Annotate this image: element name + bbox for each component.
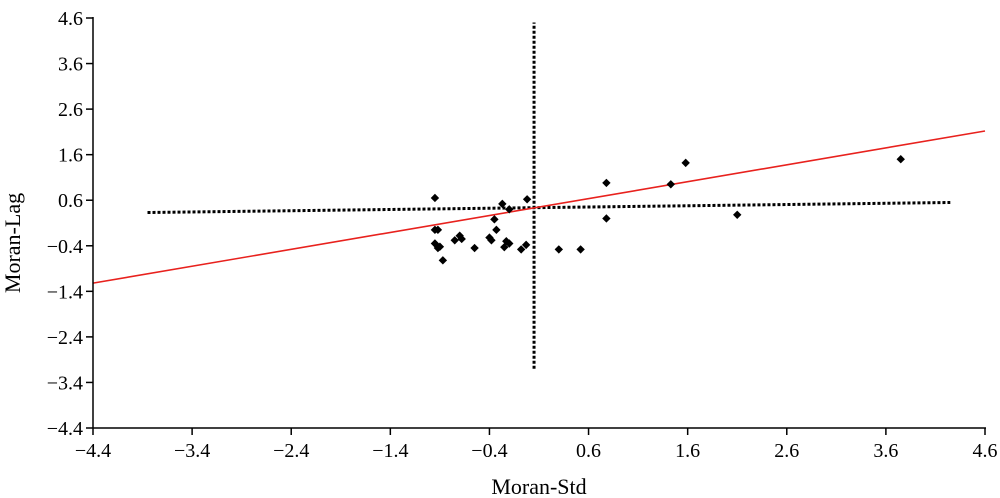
x-tick-label: 1.6 xyxy=(675,440,700,462)
regression-line xyxy=(92,130,986,284)
y-tick-label: −2.4 xyxy=(47,327,83,349)
data-point xyxy=(602,214,611,223)
y-tick-label: −3.4 xyxy=(47,372,83,394)
data-point xyxy=(490,215,499,224)
data-point xyxy=(681,158,690,168)
data-point xyxy=(733,210,742,219)
x-tick-label: −0.4 xyxy=(471,440,507,462)
reference-lines xyxy=(147,22,951,369)
data-point xyxy=(430,239,440,248)
data-point xyxy=(430,193,440,203)
data-point xyxy=(602,178,611,188)
data-point xyxy=(666,180,676,189)
data-point xyxy=(554,245,564,254)
data-point xyxy=(433,243,443,253)
y-tick-label: 4.6 xyxy=(58,8,83,30)
y-tick-label: 1.6 xyxy=(58,145,83,167)
data-point xyxy=(896,155,905,164)
data-point xyxy=(516,245,526,254)
y-axis-title: Moran-Lag xyxy=(0,193,25,293)
y-tick-label: 0.6 xyxy=(58,190,83,212)
axes xyxy=(92,17,986,429)
y-tick-label: 3.6 xyxy=(58,54,83,76)
x-tick-label: 3.6 xyxy=(873,440,898,462)
x-tick-label: 0.6 xyxy=(576,440,601,462)
x-tick-label: 4.6 xyxy=(973,440,998,462)
data-point xyxy=(487,236,496,245)
data-points xyxy=(430,155,905,265)
y-axis-ticks: −4.4 −3.4 −2.4 −1.4 −0.4 0.6 1.6 2.6 3.6 4.6 xyxy=(47,8,93,440)
regression-layer xyxy=(92,130,986,284)
data-point xyxy=(438,256,448,265)
data-point xyxy=(457,234,466,244)
x-tick-label: −3.4 xyxy=(174,440,210,462)
y-tick-label: −0.4 xyxy=(47,236,83,258)
x-axis-ticks: −4.4 −3.4 −2.4 −1.4 −0.4 0.6 1.6 2.6 3.6 4.6 xyxy=(75,428,998,462)
y-tick-label: −4.4 xyxy=(47,418,83,440)
data-point xyxy=(450,236,459,245)
data-point xyxy=(521,240,531,250)
y-tick-label: 2.6 xyxy=(58,99,83,121)
data-point xyxy=(492,225,501,235)
data-point xyxy=(505,205,514,214)
data-point xyxy=(576,245,585,254)
x-tick-label: 2.6 xyxy=(774,440,799,462)
x-tick-label: −1.4 xyxy=(372,440,408,462)
data-point xyxy=(522,195,532,204)
x-axis-title: Moran-Std xyxy=(491,474,586,498)
horizontal-mean-line xyxy=(147,201,951,215)
y-tick-label: −1.4 xyxy=(47,281,83,303)
data-point xyxy=(433,225,443,235)
x-tick-label: −2.4 xyxy=(273,440,309,462)
data-point xyxy=(505,239,514,248)
data-point xyxy=(470,243,479,253)
x-tick-label: −4.4 xyxy=(75,440,111,462)
data-point xyxy=(498,199,507,209)
